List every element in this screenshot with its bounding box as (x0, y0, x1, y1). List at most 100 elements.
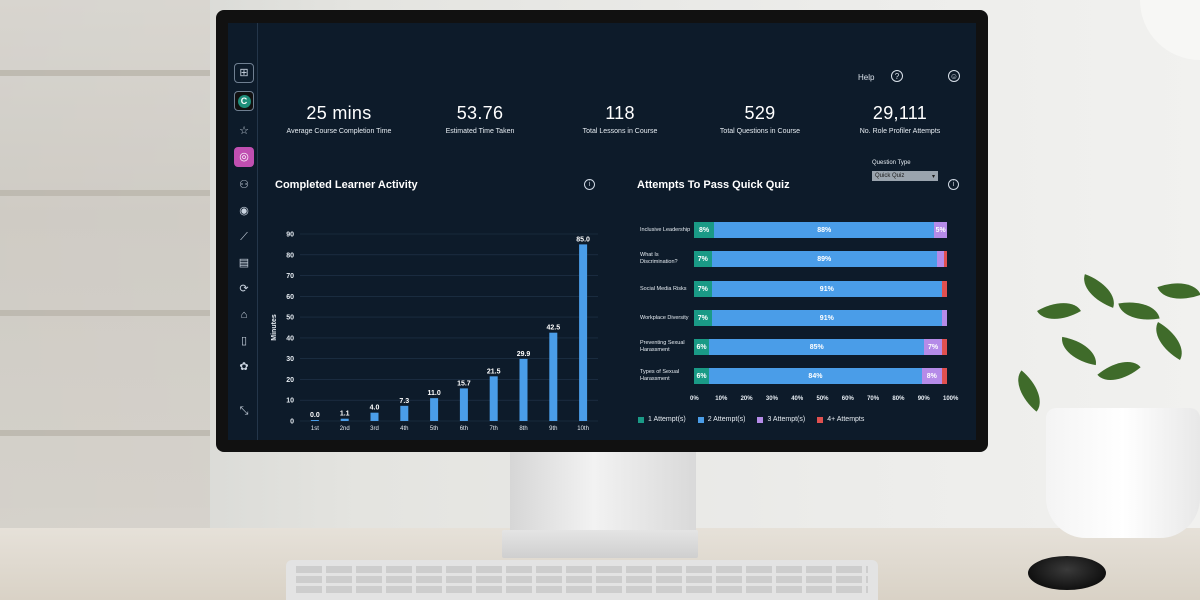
legend-swatch (817, 416, 824, 423)
legend-label: 1 Attempt(s) (648, 416, 686, 423)
stat-value: 25 mins (306, 103, 372, 123)
star-icon[interactable]: ☆ (239, 124, 249, 137)
bar (489, 376, 498, 421)
quiz-segment: 85% (709, 339, 925, 355)
bar (459, 388, 468, 421)
activity-info-icon[interactable]: i (584, 179, 595, 190)
quiz-segment (941, 281, 947, 297)
sprout-icon[interactable]: ✿ (239, 360, 249, 373)
quiz-segment: 5% (934, 222, 947, 238)
stat-role-profiler: 29,111 No. Role Profiler Attempts (830, 103, 970, 135)
monitor-stand-base (502, 530, 698, 558)
bank-icon[interactable]: ⌂ (240, 308, 248, 321)
people-icon[interactable]: ⚇ (239, 178, 249, 191)
help-icon[interactable]: ? (891, 70, 903, 82)
trend-icon[interactable]: ⟋ (240, 230, 248, 243)
stat-total-lessons: 118 Total Lessons in Course (550, 103, 690, 135)
legend-item: 3 Attempt(s) (757, 416, 805, 423)
legend-label: 4+ Attempts (827, 416, 865, 423)
logo-icon[interactable]: C (234, 91, 254, 111)
x-tick-label: 1st (311, 426, 319, 432)
x-tick-label: 5th (430, 426, 438, 432)
bar (340, 418, 349, 421)
y-axis-label: Minutes (271, 314, 278, 341)
quiz-segment (944, 251, 947, 267)
legend-label: 3 Attempt(s) (767, 416, 806, 423)
legend-label: 2 Attempt(s) (707, 416, 746, 423)
bar-value-label: 1.1 (340, 411, 350, 418)
stat-value: 118 (605, 103, 635, 123)
target-icon[interactable]: ◉ (239, 204, 249, 217)
bar-value-label: 15.7 (457, 380, 471, 387)
quiz-segment: 91% (711, 310, 942, 326)
quiz-segment: 8% (694, 222, 715, 238)
quiz-x-tick: 70% (867, 396, 880, 402)
bar-value-label: 11.0 (427, 390, 440, 397)
quiz-stacked-bar: 6% 84% 8% (694, 368, 947, 384)
quiz-x-tick: 40% (791, 396, 804, 402)
bar-value-label: 29.9 (517, 351, 531, 358)
quiz-x-tick: 90% (917, 396, 930, 402)
quiz-stacked-bar: 7% 89% (694, 251, 947, 267)
quiz-x-tick: 20% (740, 396, 753, 402)
y-tick-label: 50 (286, 315, 294, 322)
question-type-select[interactable]: Quick Quiz ▾ (872, 171, 938, 181)
mouse (1028, 556, 1106, 590)
stat-value: 529 (744, 103, 776, 123)
quiz-segment: 6% (694, 368, 710, 384)
quiz-segment (941, 310, 947, 326)
quiz-x-tick: 30% (765, 396, 778, 402)
bar (430, 398, 439, 421)
x-tick-label: 8th (519, 426, 527, 432)
collapse-icon[interactable]: ⤡ (239, 404, 249, 417)
legend-swatch (638, 416, 644, 423)
quiz-x-tick: 60% (841, 396, 854, 402)
quiz-stacked-bar: 7% 91% (694, 310, 947, 326)
quiz-x-tick: 10% (715, 396, 728, 402)
y-tick-label: 70 (286, 273, 294, 280)
bar (549, 332, 558, 421)
shelf-line (0, 190, 210, 196)
shelf-line (0, 310, 210, 316)
dashboard-screen: ⊞ C ☆ ◎ ⚇ ◉ ⟋ ▤ ⟳ ⌂ ▯ ✿ ⤡ Help ? ☺ 25 mi… (228, 23, 976, 440)
sidebar: ⊞ C ☆ ◎ ⚇ ◉ ⟋ ▤ ⟳ ⌂ ▯ ✿ ⤡ (228, 23, 258, 440)
bar-value-label: 4.0 (370, 405, 380, 412)
grid-icon[interactable]: ⊞ (234, 63, 254, 83)
stat-avg-completion: 25 mins Average Course Completion Time (269, 103, 409, 135)
quiz-segment: 7% (924, 339, 942, 355)
stat-label: Total Questions in Course (719, 128, 801, 135)
quiz-x-tick: 0% (690, 396, 699, 402)
shelf-line (0, 430, 210, 436)
help-link[interactable]: Help (858, 73, 875, 82)
desk-lamp (1140, 0, 1200, 60)
stat-label: Total Lessons in Course (582, 128, 658, 135)
stat-label: Estimated Time Taken (445, 128, 515, 135)
bar (310, 420, 319, 421)
refresh-icon[interactable]: ⟳ (239, 282, 249, 295)
mobile-icon[interactable]: ▯ (240, 334, 248, 347)
quiz-stacked-bar: 8% 88% 5% (694, 222, 947, 238)
quiz-x-tick: 100% (943, 396, 959, 402)
quiz-info-icon[interactable]: i (948, 179, 959, 190)
logo-letter: C (237, 94, 251, 108)
x-tick-label: 3rd (370, 426, 379, 432)
quiz-row-label: Inclusive Leadership (640, 227, 691, 233)
quiz-x-tick: 50% (816, 396, 829, 402)
quiz-title: Attempts To Pass Quick Quiz (637, 179, 790, 191)
user-icon[interactable]: ☺ (948, 70, 960, 82)
legend-item: 4+ Attempts (817, 416, 864, 423)
bar (579, 244, 588, 421)
stat-total-questions: 529 Total Questions in Course (690, 103, 830, 135)
keyboard (286, 560, 878, 600)
quiz-segment (941, 368, 947, 384)
quiz-segment (941, 339, 947, 355)
legend-swatch (697, 416, 704, 423)
x-tick-label: 6th (460, 426, 468, 432)
course-icon[interactable]: ◎ (234, 147, 254, 167)
stat-value: 29,111 (872, 103, 928, 123)
report-icon[interactable]: ▤ (238, 256, 250, 269)
y-tick-label: 40 (286, 335, 294, 342)
x-tick-label: 9th (549, 426, 557, 432)
quiz-segment: 7% (694, 310, 712, 326)
bar-value-label: 7.3 (399, 398, 409, 405)
